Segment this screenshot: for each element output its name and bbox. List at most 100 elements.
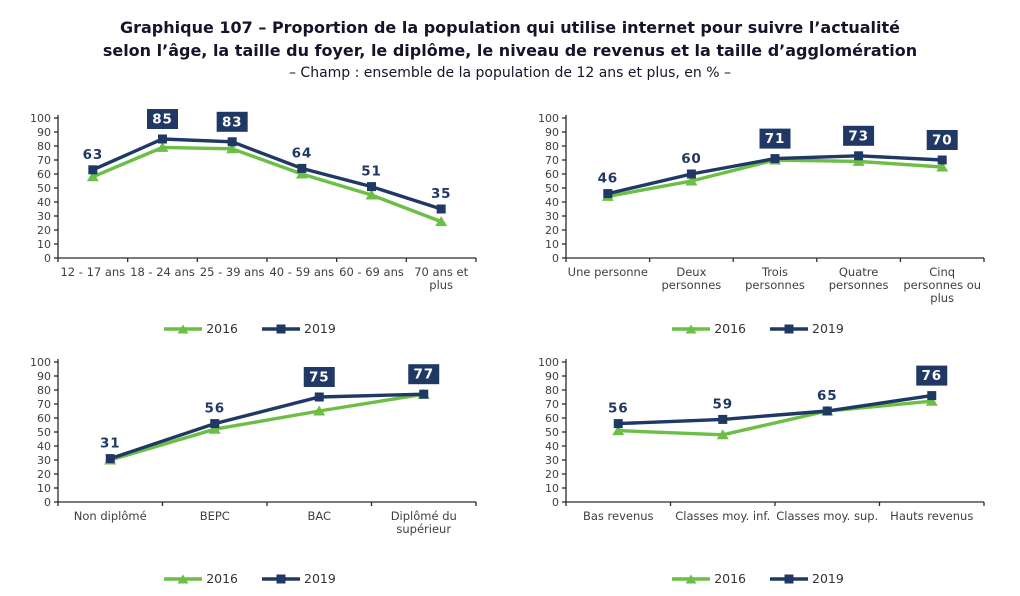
data-point-2019 — [927, 391, 937, 401]
series-2019 — [88, 134, 446, 214]
legend-swatch-2019-icon — [262, 574, 300, 583]
legend-item-2016: 2016 — [672, 321, 746, 336]
y-tick-label: 90 — [37, 126, 51, 139]
chart-legend: 2016 2019 — [164, 571, 336, 586]
y-tick-label: 20 — [37, 468, 51, 481]
data-point-2019 — [937, 155, 947, 165]
y-tick-label: 80 — [37, 140, 51, 153]
chart-income: 0 10 20 30 40 50 60 70 80 90 100 Bas revenus Classes… — [506, 348, 1010, 586]
data-point-2019 — [88, 165, 98, 175]
data-label-box — [147, 109, 178, 129]
data-label-box — [926, 130, 958, 150]
data-label-box — [916, 365, 948, 386]
y-tick-label: 90 — [545, 370, 559, 383]
series-line-2019 — [109, 392, 424, 461]
y-tick-label: 10 — [545, 238, 559, 251]
data-point-2016 — [925, 395, 938, 406]
y-tick-label: 70 — [545, 398, 559, 411]
data-label: 83 — [222, 114, 242, 130]
data-label: 65 — [817, 388, 837, 404]
y-tick-label: 20 — [37, 224, 51, 237]
data-label: 71 — [765, 131, 785, 147]
chart-household-size: 0 10 20 30 40 50 60 70 80 90 100 Une personne Deux pe… — [506, 104, 1010, 336]
chart-legend: 2016 2019 — [164, 321, 336, 336]
chart-legend: 2016 2019 — [672, 571, 844, 586]
data-point-2016 — [313, 405, 326, 416]
x-axis: Une personne DeuxpersonnesTroispersonnesQ… — [565, 257, 985, 305]
y-tick-label: 40 — [37, 440, 51, 453]
x-category-label: 70 ans et — [414, 265, 468, 279]
data-point-2019 — [822, 406, 832, 416]
x-category-label: Classes moy. sup. — [776, 509, 878, 523]
data-label: 56 — [205, 401, 225, 417]
y-tick-label: 0 — [552, 252, 559, 265]
data-point-2016 — [86, 171, 99, 182]
data-label: 31 — [100, 436, 120, 452]
y-tick-label: 100 — [30, 112, 51, 125]
legend-item-2016: 2016 — [164, 571, 238, 586]
chart-subtitle: – Champ : ensemble de la population de 1… — [288, 65, 731, 81]
data-point-2019 — [419, 389, 429, 399]
y-tick-label: 20 — [545, 224, 559, 237]
x-category-label: 25 - 39 ans — [200, 265, 265, 279]
y-tick-label: 50 — [545, 426, 559, 439]
x-category-label: 60 - 69 ans — [339, 265, 404, 279]
data-label: 73 — [848, 128, 868, 144]
data-point-2019 — [854, 151, 864, 161]
legend-label-2016: 2016 — [206, 321, 238, 336]
legend-item-2019: 2019 — [262, 571, 336, 586]
data-labels: 46 60 71 73 70 — [598, 125, 958, 187]
series-line-2016 — [109, 392, 425, 462]
series-2019 — [603, 151, 947, 199]
data-point-2016 — [208, 423, 221, 434]
x-category-label: Diplômé du — [391, 509, 457, 523]
x-category-label: BEPC — [200, 509, 230, 523]
data-label: 70 — [932, 133, 952, 149]
legend-item-2019: 2019 — [262, 321, 336, 336]
legend-label-2019: 2019 — [304, 571, 336, 586]
series-line-2016 — [607, 158, 943, 199]
data-label: 59 — [713, 396, 733, 412]
y-tick-label: 80 — [37, 384, 51, 397]
y-tick-label: 90 — [545, 126, 559, 139]
x-category-label: BAC — [307, 509, 331, 523]
legend-swatch-2016-icon — [672, 324, 711, 333]
data-label: 85 — [152, 112, 172, 128]
legend-label-2019: 2019 — [304, 321, 336, 336]
series-2016 — [86, 141, 448, 227]
legend-label-2016: 2016 — [714, 571, 746, 586]
y-tick-label: 40 — [37, 196, 51, 209]
y-tick-label: 40 — [545, 196, 559, 209]
data-point-2019 — [105, 454, 115, 464]
legend-item-2019: 2019 — [770, 571, 844, 586]
data-point-2019 — [770, 154, 780, 164]
y-tick-label: 80 — [545, 384, 559, 397]
chart-legend: 2016 2019 — [672, 321, 844, 336]
data-point-2016 — [852, 155, 865, 166]
y-tick-label: 40 — [545, 440, 559, 453]
data-point-2019 — [158, 134, 167, 144]
data-point-2016 — [435, 216, 448, 227]
data-label-box — [216, 111, 248, 132]
data-label-box — [759, 128, 791, 149]
series-line-2019 — [618, 393, 932, 426]
x-category-label: Hauts revenus — [890, 509, 973, 523]
x-category-label: Quatre — [839, 265, 878, 279]
data-point-2019 — [227, 137, 237, 147]
x-category-label: Une personne — [568, 265, 648, 279]
legend-swatch-2016-icon — [164, 324, 203, 333]
data-label-box — [408, 364, 440, 385]
x-category-label: Trois — [761, 265, 788, 279]
chart-diploma: 0 10 20 30 40 50 60 70 80 90 100 Non diplômé BEPC BAC… — [8, 348, 492, 586]
x-category-label: Classes moy. inf. — [675, 509, 770, 523]
x-category-label: personnes — [829, 278, 889, 292]
data-point-2019 — [718, 414, 728, 424]
